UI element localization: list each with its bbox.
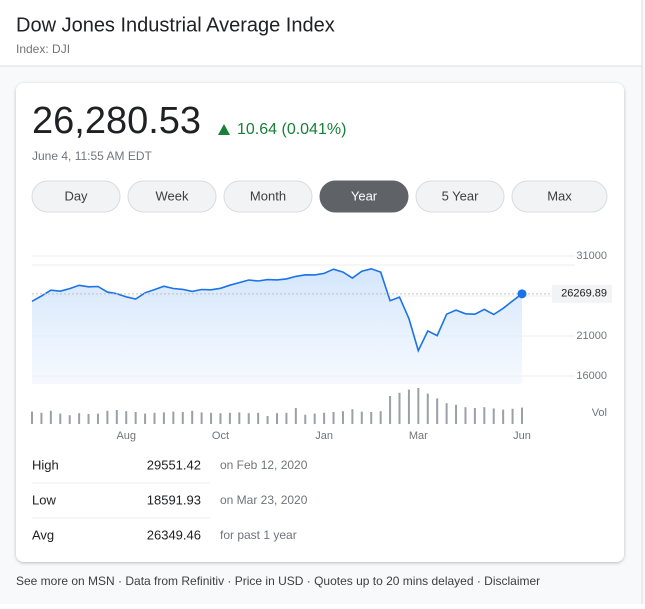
volume-bar bbox=[219, 413, 222, 424]
volume-bar bbox=[228, 412, 231, 424]
volume-bar bbox=[332, 412, 335, 424]
volume-bar bbox=[68, 415, 71, 424]
stat-label: Avg bbox=[32, 527, 54, 542]
header-bg bbox=[0, 0, 642, 66]
tab-label[interactable]: Day bbox=[64, 188, 88, 203]
stat-label: Low bbox=[32, 492, 56, 507]
stat-value: 18591.93 bbox=[147, 492, 201, 507]
volume-bar bbox=[106, 410, 109, 424]
timestamp: June 4, 11:55 AM EDT bbox=[32, 149, 153, 163]
volume-bar bbox=[200, 412, 203, 424]
tab-label[interactable]: Week bbox=[156, 188, 189, 203]
stat-value: 29551.42 bbox=[147, 457, 201, 472]
volume-bar bbox=[125, 411, 128, 424]
last-value-box bbox=[552, 284, 612, 303]
last-point bbox=[517, 289, 527, 299]
volume-bar bbox=[464, 407, 467, 424]
volume-bar bbox=[238, 412, 241, 424]
volume-bar bbox=[521, 407, 523, 424]
volume-bar bbox=[247, 413, 250, 424]
volume-bar bbox=[304, 414, 307, 424]
volume-bar bbox=[31, 411, 33, 424]
volume-label: Vol bbox=[592, 407, 607, 419]
tab-button[interactable] bbox=[319, 180, 409, 213]
tab-label[interactable]: Month bbox=[250, 188, 286, 203]
footer[interactable]: See more on MSN · Data from Refinitiv · … bbox=[16, 574, 540, 588]
volume-bar bbox=[49, 410, 52, 424]
volume-bar bbox=[483, 407, 486, 424]
tab-button[interactable] bbox=[31, 180, 121, 213]
x-tick-label: Mar bbox=[409, 430, 428, 442]
volume-bar bbox=[115, 410, 118, 424]
volume-bar bbox=[323, 412, 326, 424]
stat-note: on Feb 12, 2020 bbox=[220, 458, 308, 472]
volume-bar bbox=[162, 412, 165, 424]
volume-bar bbox=[360, 411, 363, 424]
stat-note: on Mar 23, 2020 bbox=[220, 493, 308, 507]
volume-bar bbox=[455, 404, 458, 424]
volume-bar bbox=[144, 413, 147, 424]
x-tick-label: Jan bbox=[315, 430, 333, 442]
x-tick-label: Oct bbox=[212, 430, 229, 442]
volume-bar bbox=[398, 392, 401, 424]
volume-bar bbox=[511, 408, 514, 424]
tab-label[interactable]: Year bbox=[351, 188, 378, 203]
volume-bar bbox=[276, 413, 278, 424]
tab-button[interactable] bbox=[223, 180, 313, 213]
y-tick-label: 16000 bbox=[576, 370, 607, 382]
volume-bar bbox=[87, 414, 90, 424]
volume-bar bbox=[445, 403, 448, 424]
tab-label[interactable]: Max bbox=[547, 188, 572, 203]
volume-bar bbox=[351, 409, 354, 424]
volume-bar bbox=[153, 412, 156, 424]
volume-bar bbox=[96, 413, 99, 424]
tab-label[interactable]: 5 Year bbox=[442, 188, 480, 203]
change: 10.64 (0.041%) bbox=[237, 121, 346, 138]
title: Dow Jones Industrial Average Index bbox=[16, 14, 335, 36]
volume-bar bbox=[40, 412, 43, 424]
volume-bar bbox=[389, 396, 392, 424]
volume-bar bbox=[59, 413, 62, 424]
volume-bar bbox=[134, 412, 137, 424]
tab-button[interactable] bbox=[127, 180, 217, 213]
x-tick-label: Aug bbox=[116, 430, 136, 442]
volume-bar bbox=[417, 388, 420, 424]
stat-value: 26349.46 bbox=[147, 527, 201, 542]
volume-bar bbox=[313, 413, 316, 424]
y-tick-label: 21000 bbox=[576, 330, 607, 342]
volume-bar bbox=[266, 416, 269, 424]
y-tick-label: 31000 bbox=[576, 250, 607, 262]
volume-bar bbox=[492, 408, 495, 424]
volume-bar bbox=[172, 411, 175, 424]
volume-bar bbox=[294, 408, 297, 424]
volume-bar bbox=[285, 412, 288, 424]
volume-bar bbox=[181, 412, 184, 424]
volume-bar bbox=[436, 398, 439, 424]
volume-bar bbox=[370, 412, 373, 424]
x-tick-label: Jun bbox=[513, 430, 531, 442]
volume-bar bbox=[426, 393, 429, 424]
stat-note: for past 1 year bbox=[220, 528, 297, 542]
volume-bar bbox=[191, 410, 194, 424]
stat-label: High bbox=[32, 457, 59, 472]
tab-button[interactable] bbox=[511, 180, 608, 213]
tab-button[interactable] bbox=[415, 180, 505, 213]
volume-bar bbox=[407, 389, 410, 424]
price: 26,280.53 bbox=[32, 100, 201, 142]
subtitle: Index: DJI bbox=[16, 42, 70, 56]
volume-bar bbox=[257, 412, 260, 424]
volume-bar bbox=[341, 411, 344, 424]
up-arrow bbox=[218, 124, 230, 135]
volume-bar bbox=[379, 411, 382, 424]
price-line bbox=[31, 267, 523, 353]
last-value-label: 26269.89 bbox=[561, 288, 607, 300]
volume-bar bbox=[78, 413, 81, 424]
volume-bar bbox=[473, 408, 476, 424]
volume-bar bbox=[210, 412, 213, 424]
volume-bar bbox=[502, 409, 505, 424]
